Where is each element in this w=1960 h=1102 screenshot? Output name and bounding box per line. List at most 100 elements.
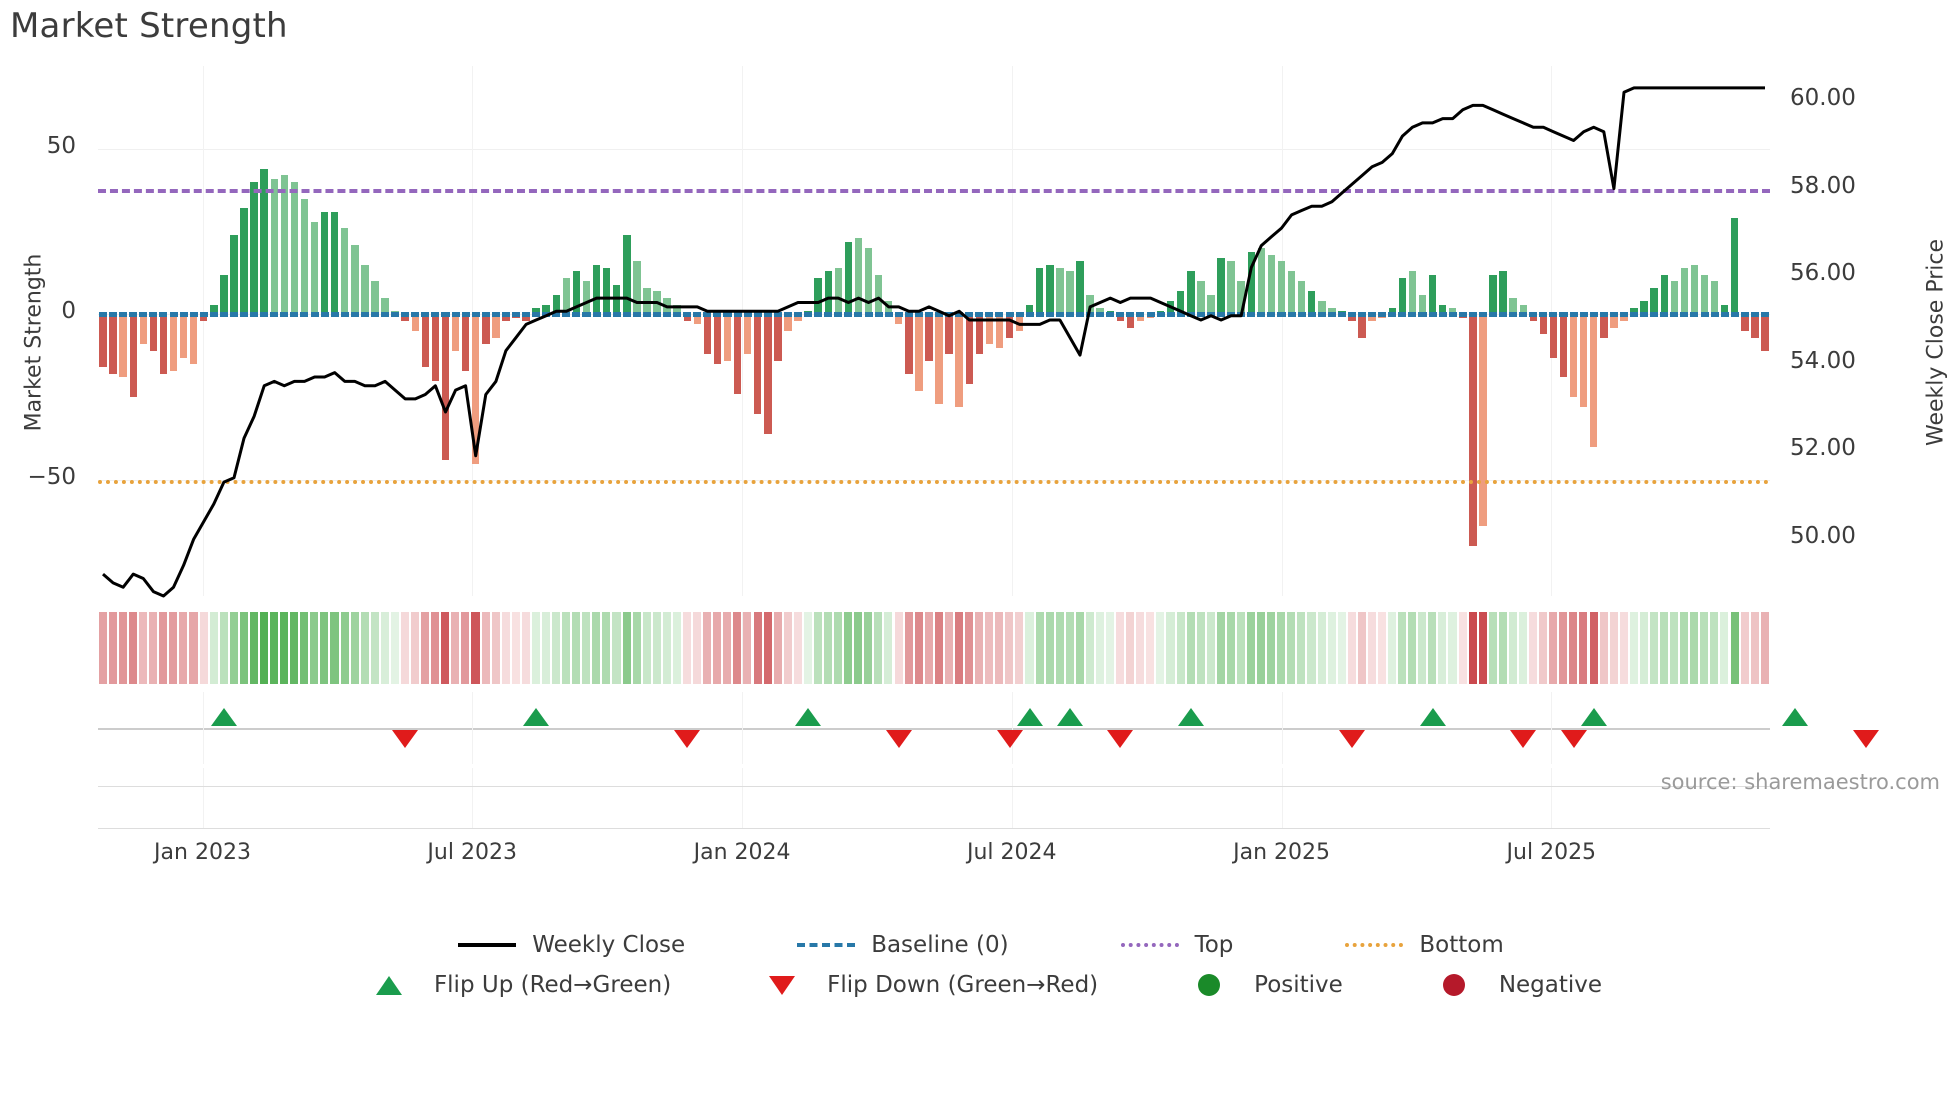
heatmap-cell [118, 612, 127, 684]
bar [1247, 251, 1255, 315]
bar [1700, 274, 1709, 315]
bar [683, 314, 691, 322]
baseline-tick [1760, 312, 1769, 318]
bar [955, 314, 963, 408]
baseline-tick [663, 312, 672, 318]
y-tick-right: 54.00 [1790, 347, 1856, 374]
y-tick-left: −50 [27, 464, 76, 491]
heatmap-cell [904, 612, 913, 684]
negative-dot-icon [1442, 974, 1465, 996]
baseline-tick [401, 312, 410, 318]
legend-row-bottom: Flip Up (Red→Green) Flip Down (Green→Red)… [0, 965, 1960, 1005]
bar [552, 294, 560, 315]
legend-item[interactable]: Flip Up (Red→Green) [358, 972, 671, 998]
baseline-tick [1096, 312, 1105, 318]
heatmap-cell [733, 612, 742, 684]
bar [1328, 307, 1336, 315]
heatmap-cell [934, 612, 943, 684]
bar [1438, 304, 1447, 315]
bar [401, 314, 409, 322]
flip-down-icon [769, 975, 796, 995]
bar [1318, 301, 1326, 315]
heatmap-cell [1670, 612, 1679, 684]
heatmap-cell [824, 612, 833, 684]
legend-item-label: Flip Down (Green→Red) [827, 972, 1099, 998]
heatmap-cell [380, 612, 389, 684]
gridline-x [1551, 768, 1553, 828]
heatmap-strip-panel [98, 612, 1770, 684]
bar [1610, 314, 1618, 328]
bar [502, 314, 510, 322]
bar [1277, 261, 1286, 315]
baseline-tick [1196, 312, 1205, 318]
baseline-tick [1065, 312, 1074, 318]
heatmap-cell [139, 612, 148, 684]
bar [673, 304, 681, 315]
legend-item[interactable]: Top [1119, 932, 1233, 958]
flip-axis-line [98, 728, 1770, 730]
baseline-tick [1116, 312, 1125, 318]
bar [693, 314, 702, 325]
baseline-tick [1599, 312, 1608, 318]
baseline-tick [935, 312, 944, 318]
gridline-y [98, 314, 1770, 316]
baseline-tick [129, 312, 138, 318]
bar [381, 297, 389, 315]
bar [895, 314, 903, 325]
heatmap-cell [813, 612, 822, 684]
heatmap-cell [1337, 612, 1346, 684]
heatmap-cell [985, 612, 994, 684]
bar [139, 314, 148, 345]
heatmap-cell [219, 612, 228, 684]
bar [1287, 271, 1296, 315]
bar [1549, 314, 1558, 358]
heatmap-cell [1307, 612, 1316, 684]
bar [1217, 258, 1225, 315]
baseline-tick [139, 312, 148, 318]
heatmap-cell [1277, 612, 1286, 684]
bar [1751, 314, 1759, 338]
bar [411, 314, 419, 331]
baseline-tick [1458, 312, 1467, 318]
legend-item[interactable]: Bottom [1343, 932, 1504, 958]
legend-item[interactable]: Baseline (0) [795, 932, 1009, 958]
bar [1398, 278, 1407, 315]
bar [602, 268, 611, 315]
bar [1126, 314, 1135, 328]
bar [99, 314, 107, 368]
bar [1741, 314, 1749, 331]
bar [169, 314, 178, 371]
heatmap-cell [280, 612, 289, 684]
legend-item[interactable]: Negative [1423, 972, 1602, 998]
heatmap-cell [682, 612, 692, 684]
heatmap-cell [612, 612, 621, 684]
baseline-tick [884, 312, 893, 318]
heatmap-cell [300, 612, 309, 684]
legend-item[interactable]: Flip Down (Green→Red) [751, 972, 1098, 998]
bar [1076, 261, 1084, 315]
heatmap-cell [1055, 612, 1064, 684]
gridline-x [472, 768, 474, 828]
main-plot-panel [98, 66, 1770, 598]
bar [572, 271, 581, 315]
bar [935, 314, 943, 404]
bar [1227, 261, 1235, 315]
baseline-tick [1418, 312, 1427, 318]
gridline-x [472, 692, 474, 764]
bar [1096, 307, 1104, 315]
heatmap-cell [1327, 612, 1336, 684]
heatmap-cell [390, 612, 399, 684]
heatmap-cell [1357, 612, 1366, 684]
legend-item[interactable]: Weekly Close [456, 932, 685, 958]
heatmap-cell [1106, 612, 1115, 684]
heatmap-cell [1317, 612, 1326, 684]
legend-item[interactable]: Positive [1178, 972, 1343, 998]
bar [159, 314, 168, 375]
baseline-tick [562, 312, 571, 318]
baseline-tick [1509, 312, 1518, 318]
bar [945, 314, 953, 355]
heatmap-cell [370, 612, 379, 684]
y-tick-right: 50.00 [1790, 523, 1856, 550]
baseline-tick [1136, 312, 1145, 318]
bar [905, 314, 913, 375]
